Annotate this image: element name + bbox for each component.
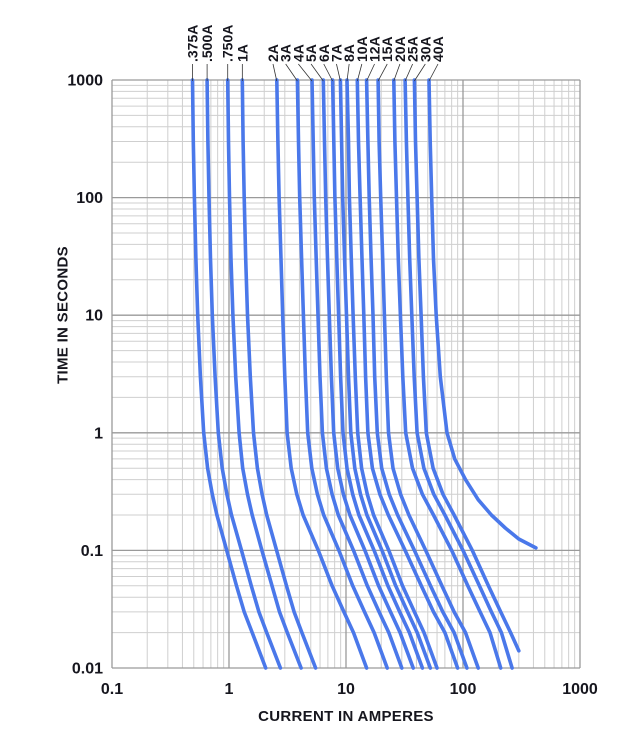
curve-label-.750a: .750A [220, 25, 236, 62]
curve-label-.500a: .500A [199, 25, 215, 62]
curve-label-30a: 30A [417, 36, 433, 62]
y-tick-label: 0.01 [72, 661, 103, 678]
y-tick-labels: 1000 100 10 1 0.1 0.01 [67, 73, 103, 678]
curve-label-15a: 15A [379, 36, 395, 62]
label-leader-lines [192, 63, 439, 82]
fuse-curve-7a [338, 78, 433, 670]
curve-label-7a: 7A [328, 44, 344, 62]
fuse-curve-3a [295, 78, 389, 670]
y-tick-label: 10 [85, 308, 103, 325]
curve-label-25a: 25A [405, 36, 421, 62]
x-tick-label: 10 [337, 681, 355, 698]
y-tick-label: 1 [94, 425, 103, 442]
fuse-curve-.750a [225, 78, 303, 670]
curve-label-20a: 20A [392, 36, 408, 62]
curve-label-5a: 5A [303, 44, 319, 62]
fuse-curve-.500a [205, 78, 283, 670]
curve-label-3a: 3A [278, 44, 294, 62]
y-tick-label: 100 [76, 190, 103, 207]
fuse-curve-15a [376, 78, 480, 670]
fuse-curve-6a [330, 78, 425, 670]
curve-label-6a: 6A [316, 44, 332, 62]
curve-label-1a: 1A [234, 44, 250, 62]
fuse-curve-.375a [190, 78, 268, 670]
fuse-curve-4a [310, 78, 404, 670]
fuse-curve-5a [321, 78, 415, 670]
curve-label-12a: 12A [367, 36, 383, 62]
fuse-curve-2a [275, 78, 369, 670]
fuse-curve-20a [392, 78, 503, 670]
curve-label-.375a: .375A [185, 25, 201, 62]
x-axis-title: CURRENT IN AMPERES [258, 708, 434, 725]
curve-label-8a: 8A [341, 44, 357, 62]
fuse-curve-1a [240, 78, 318, 670]
y-tick-label: 0.1 [81, 543, 103, 560]
fuse-curves [190, 78, 538, 670]
curve-label-4a: 4A [290, 44, 306, 62]
curve-label-2a: 2A [265, 44, 281, 62]
x-tick-label: 100 [450, 681, 477, 698]
x-tick-label: 0.1 [101, 681, 123, 698]
fuse-curve-25a [403, 78, 514, 670]
x-tick-label: 1000 [562, 681, 598, 698]
x-tick-labels: 0.1 1 10 100 1000 [101, 681, 598, 698]
y-axis-title: TIME IN SECONDS [54, 246, 72, 384]
fuse-curve-8a [345, 78, 439, 670]
fuse-curve-10a [355, 78, 460, 670]
curve-label-10a: 10A [354, 36, 370, 62]
fuse-curve-30a [412, 78, 521, 653]
fuse-curve-40a [427, 78, 538, 550]
curve-label-40a: 40A [430, 36, 446, 62]
y-tick-label: 1000 [67, 73, 103, 90]
x-tick-label: 1 [225, 681, 234, 698]
fuse-curve-12a [364, 78, 469, 670]
